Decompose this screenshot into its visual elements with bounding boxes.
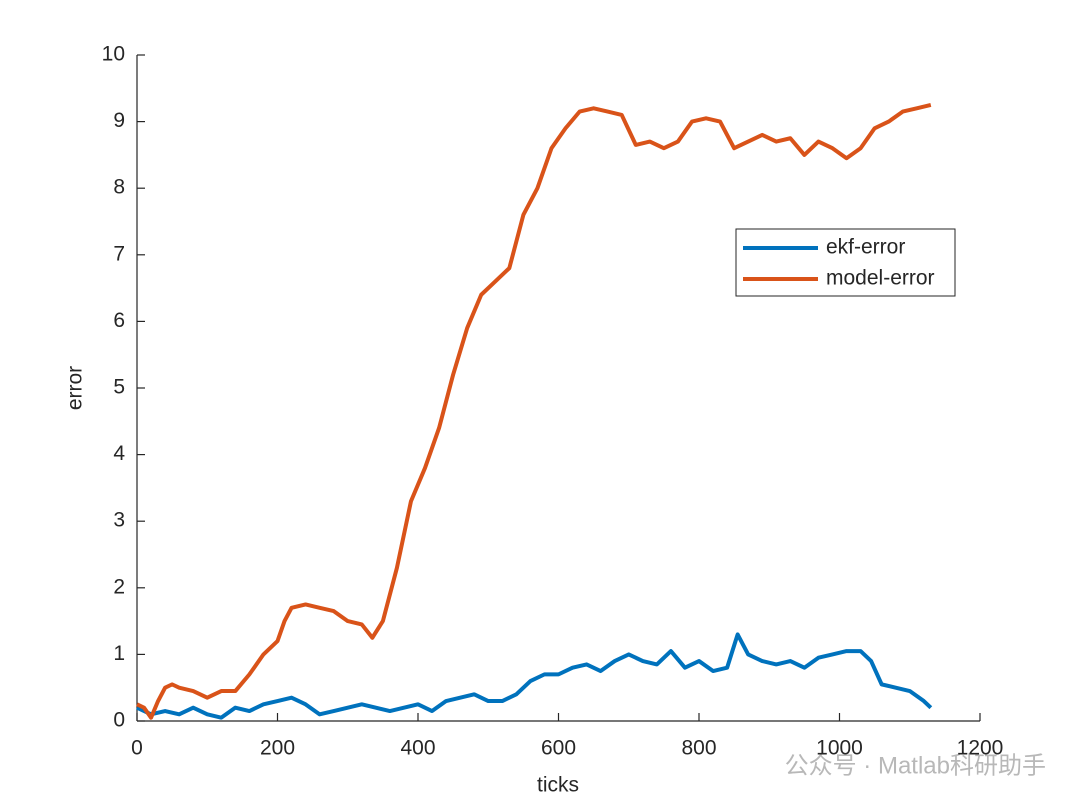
legend-label: ekf-error <box>826 236 905 259</box>
series-line <box>136 632 933 720</box>
y-tick-label: 9 <box>113 109 125 132</box>
y-tick-label: 8 <box>113 176 125 199</box>
y-tick-label: 5 <box>113 376 125 399</box>
x-tick-label: 0 <box>131 737 143 760</box>
x-tick-label: 1000 <box>816 737 863 760</box>
y-tick-label: 6 <box>113 309 125 332</box>
y-axis-label: error <box>64 366 87 410</box>
x-tick-label: 200 <box>260 737 295 760</box>
x-tick-label: 400 <box>400 737 435 760</box>
series-line <box>136 103 932 720</box>
x-tick-label: 600 <box>541 737 576 760</box>
y-tick-label: 10 <box>102 43 125 66</box>
legend-label: model-error <box>826 267 935 290</box>
y-tick-label: 0 <box>113 709 125 732</box>
legend-box <box>735 228 956 297</box>
watermark: 公众号 · Matlab科研助手 <box>785 752 1046 779</box>
y-tick-label: 2 <box>113 575 125 598</box>
x-tick-label: 800 <box>681 737 716 760</box>
y-tick-label: 3 <box>113 509 125 532</box>
y-tick-label: 4 <box>113 442 125 465</box>
y-tick-label: 1 <box>113 642 125 665</box>
x-tick-label: 1200 <box>957 737 1004 760</box>
x-axis-label: ticks <box>537 774 579 797</box>
y-tick-label: 7 <box>113 242 125 265</box>
